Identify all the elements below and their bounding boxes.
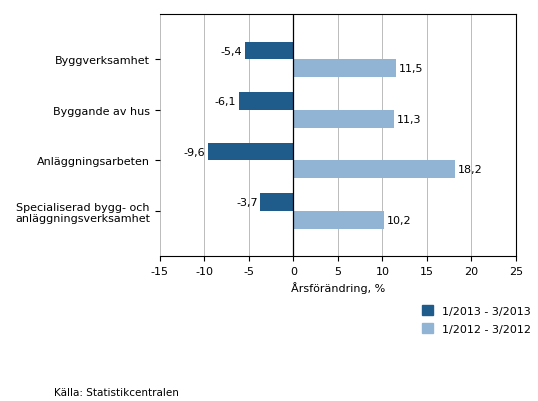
Bar <box>239 93 293 111</box>
Text: -3,7: -3,7 <box>236 198 258 208</box>
Text: 18,2: 18,2 <box>458 165 483 175</box>
Legend: 1/2013 - 3/2013, 1/2012 - 3/2012: 1/2013 - 3/2013, 1/2012 - 3/2012 <box>422 306 531 334</box>
Text: -9,6: -9,6 <box>183 147 205 157</box>
Text: -5,4: -5,4 <box>221 47 243 57</box>
Bar <box>245 43 293 60</box>
Text: 11,5: 11,5 <box>398 64 423 74</box>
Bar <box>293 161 455 178</box>
Bar <box>293 60 396 78</box>
X-axis label: Årsförändring, %: Årsförändring, % <box>291 282 385 294</box>
Text: -6,1: -6,1 <box>215 97 236 107</box>
Bar <box>260 194 293 211</box>
Text: 11,3: 11,3 <box>397 114 421 124</box>
Bar <box>293 111 394 128</box>
Text: 10,2: 10,2 <box>387 215 412 225</box>
Text: Källa: Statistikcentralen: Källa: Statistikcentralen <box>54 387 179 397</box>
Bar <box>208 144 293 161</box>
Bar <box>293 211 384 229</box>
